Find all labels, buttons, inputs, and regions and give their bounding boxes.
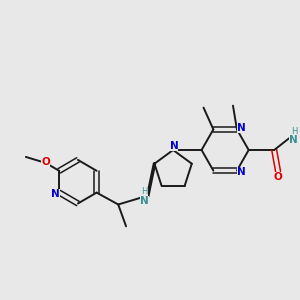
Text: O: O	[41, 157, 50, 167]
Text: N: N	[51, 189, 60, 199]
Text: H: H	[291, 127, 297, 136]
Text: N: N	[237, 167, 246, 177]
Text: N: N	[237, 123, 246, 134]
Text: N: N	[290, 135, 298, 145]
Text: N: N	[140, 196, 149, 206]
Text: N: N	[170, 141, 178, 151]
Text: O: O	[274, 172, 283, 182]
Text: H: H	[142, 187, 148, 196]
